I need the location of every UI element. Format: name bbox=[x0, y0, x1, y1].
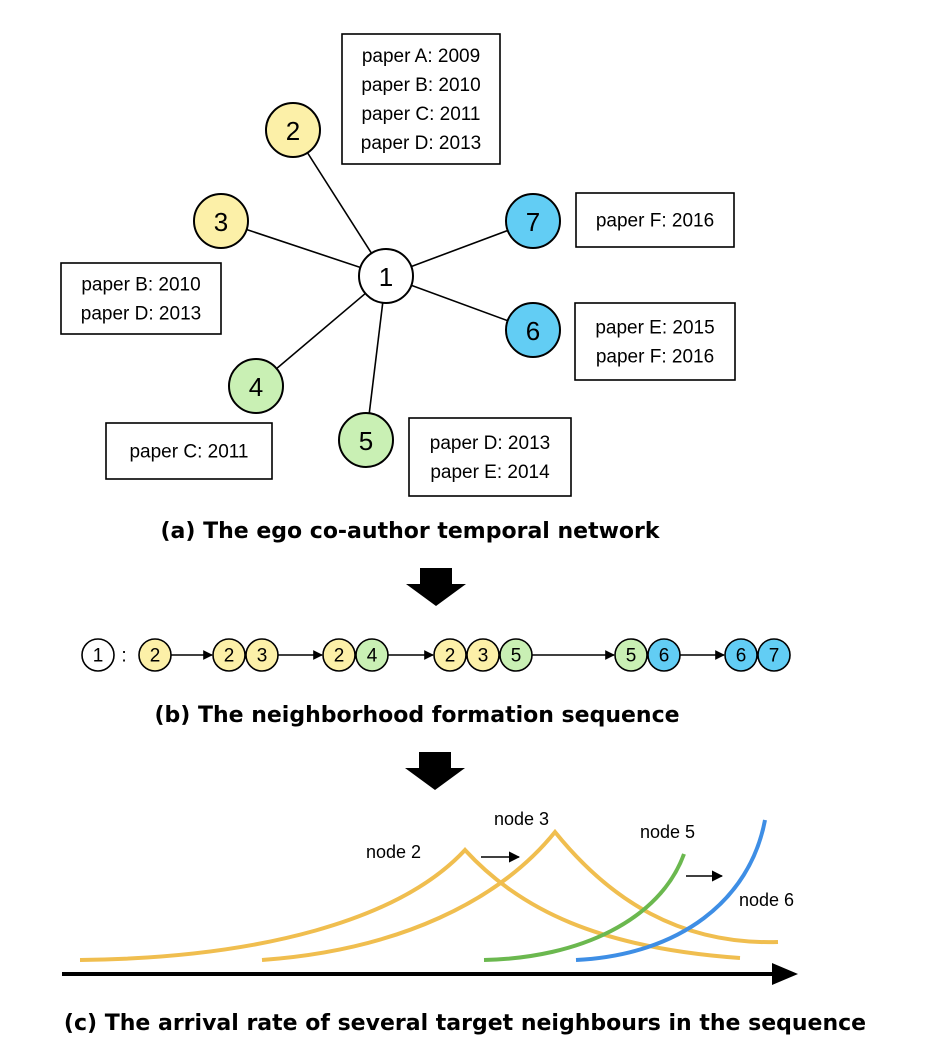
caption-a: (a) The ego co-author temporal network bbox=[160, 519, 660, 544]
seq-node-circle bbox=[614, 638, 648, 672]
sequence-step: 2 bbox=[138, 638, 172, 672]
paper-box-node-4: paper C: 2011 bbox=[105, 422, 273, 480]
seq-node-circle bbox=[466, 638, 500, 672]
node-label: 3 bbox=[214, 207, 228, 237]
paper-entry: paper D: 2013 bbox=[430, 433, 550, 454]
label-node-3: node 3 bbox=[494, 809, 549, 829]
paper-entry: paper F: 2016 bbox=[596, 346, 714, 367]
curve-node-2 bbox=[79, 847, 741, 962]
paper-entry: paper F: 2016 bbox=[596, 210, 714, 231]
edge-1-2 bbox=[292, 129, 387, 277]
caption-c: (c) The arrival rate of several target n… bbox=[64, 1011, 866, 1036]
caption-b: (b) The neighborhood formation sequence bbox=[154, 703, 679, 728]
node-label: 4 bbox=[249, 372, 263, 402]
seq-node-label: 4 bbox=[367, 646, 378, 667]
node-label: 7 bbox=[526, 207, 540, 237]
node-1: 1 bbox=[358, 248, 414, 304]
seq-node-label: 1 bbox=[93, 646, 104, 667]
seq-node-label: 6 bbox=[659, 646, 670, 667]
node-circle bbox=[505, 302, 561, 358]
node-4: 4 bbox=[228, 358, 284, 414]
seq-node-circle bbox=[322, 638, 356, 672]
label-node-6: node 6 bbox=[739, 890, 794, 910]
curve-node-5 bbox=[483, 853, 686, 962]
down-arrow-icon bbox=[405, 752, 465, 790]
label-node-2: node 2 bbox=[366, 842, 421, 862]
paper-entry: paper D: 2013 bbox=[81, 303, 201, 324]
paper-box-node-7: paper F: 2016 bbox=[575, 192, 735, 248]
node-3: 3 bbox=[193, 193, 249, 249]
node-label: 5 bbox=[359, 426, 373, 456]
node-label: 6 bbox=[526, 316, 540, 346]
ego-network-panel: paper A: 2009 paper B: 2010 paper C: 2011 p… bbox=[60, 33, 736, 544]
node-circle bbox=[228, 358, 284, 414]
paper-entry: paper C: 2011 bbox=[129, 441, 248, 462]
paper-entry: paper B: 2010 bbox=[81, 274, 200, 295]
seq-node-circle bbox=[433, 638, 467, 672]
node-label: 1 bbox=[379, 262, 393, 292]
node-circle bbox=[358, 248, 414, 304]
paper-box-frame bbox=[575, 192, 735, 248]
paper-entry: paper D: 2013 bbox=[361, 133, 481, 154]
down-arrow-icon bbox=[406, 568, 466, 606]
network-nodes: 1 2 3 4 5 6 7 bbox=[193, 102, 561, 468]
seq-node-label: 3 bbox=[257, 646, 268, 667]
sequence-separator: : bbox=[121, 646, 126, 667]
seq-node-label: 2 bbox=[445, 646, 456, 667]
node-2: 2 bbox=[265, 102, 321, 158]
paper-box-node-5: paper D: 2013 paper E: 2014 bbox=[408, 417, 572, 497]
seq-node-circle bbox=[81, 638, 115, 672]
time-axis-arrowhead bbox=[772, 963, 798, 985]
label-node-5: node 5 bbox=[640, 822, 695, 842]
seq-node-label: 5 bbox=[626, 646, 637, 667]
paper-entry: paper A: 2009 bbox=[362, 46, 480, 67]
sequence-step: 2 3 5 bbox=[433, 638, 533, 672]
node-circle bbox=[505, 193, 561, 249]
node-label: 2 bbox=[286, 116, 300, 146]
node-7: 7 bbox=[505, 193, 561, 249]
seq-node-circle bbox=[212, 638, 246, 672]
paper-box-frame bbox=[60, 262, 222, 335]
paper-entry: paper B: 2010 bbox=[361, 75, 480, 96]
node-circle bbox=[193, 193, 249, 249]
seq-node-label: 5 bbox=[511, 646, 522, 667]
paper-box-frame bbox=[574, 302, 736, 381]
seq-node-label: 2 bbox=[224, 646, 235, 667]
arrival-rate-panel: node 2 node 3 node 5 node 6 (c) The arri… bbox=[62, 809, 866, 1036]
paper-entry: paper E: 2015 bbox=[595, 317, 714, 338]
seq-node-label: 2 bbox=[150, 646, 161, 667]
paper-boxes: paper A: 2009 paper B: 2010 paper C: 2011 p… bbox=[60, 33, 736, 497]
paper-box-node-3: paper B: 2010 paper D: 2013 bbox=[60, 262, 222, 335]
seq-node-label: 2 bbox=[334, 646, 345, 667]
node-5: 5 bbox=[338, 412, 394, 468]
paper-entry: paper E: 2014 bbox=[430, 462, 550, 483]
paper-box-frame bbox=[341, 33, 501, 165]
seq-node-circle bbox=[757, 638, 791, 672]
seq-node-label: 6 bbox=[736, 646, 747, 667]
edge-1-3 bbox=[220, 220, 387, 277]
paper-box-node-6: paper E: 2015 paper F: 2016 bbox=[574, 302, 736, 381]
edge-1-4 bbox=[255, 275, 387, 387]
curve-node-6 bbox=[575, 819, 767, 962]
node-circle bbox=[265, 102, 321, 158]
seq-node-circle bbox=[724, 638, 758, 672]
paper-entry: paper C: 2011 bbox=[361, 104, 480, 125]
paper-box-frame bbox=[408, 417, 572, 497]
seq-node-label: 7 bbox=[769, 646, 780, 667]
node-circle bbox=[338, 412, 394, 468]
sequence-ego: 1 bbox=[81, 638, 115, 672]
node-6: 6 bbox=[505, 302, 561, 358]
paper-box-node-2: paper A: 2009 paper B: 2010 paper C: 2011 p… bbox=[341, 33, 501, 165]
paper-box-frame bbox=[105, 422, 273, 480]
seq-node-label: 3 bbox=[478, 646, 489, 667]
